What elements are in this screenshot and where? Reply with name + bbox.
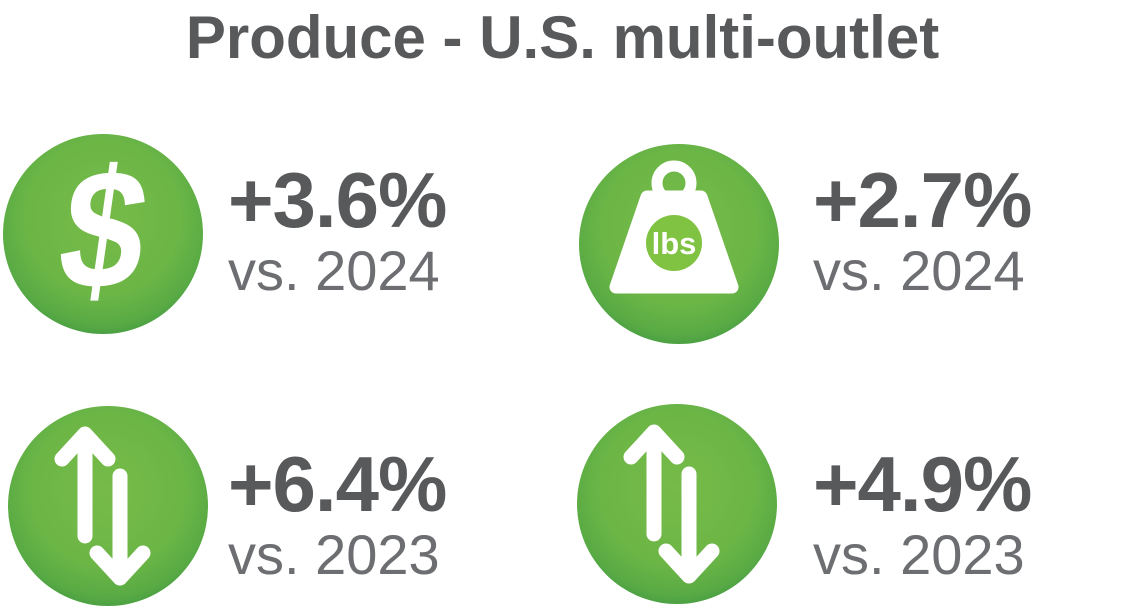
lbs-badge-label: lbs bbox=[652, 226, 697, 261]
stat-comparison: vs. 2024 bbox=[813, 239, 1025, 302]
page-title: Produce - U.S. multi-outlet bbox=[185, 4, 940, 71]
stat-comparison: vs. 2024 bbox=[228, 239, 440, 302]
stat-value: +3.6% bbox=[228, 156, 447, 244]
stat-value: +2.7% bbox=[813, 156, 1032, 244]
stat-value: +6.4% bbox=[228, 440, 447, 528]
stat-dollar-2023: +6.4% vs. 2023 bbox=[228, 440, 447, 586]
stat-dollar-2024: +3.6% vs. 2024 bbox=[228, 156, 447, 302]
stat-comparison: vs. 2023 bbox=[228, 523, 440, 586]
weight-lbs-icon: lbs bbox=[579, 144, 779, 344]
up-down-arrows-icon bbox=[577, 404, 777, 604]
up-down-arrows-glyph bbox=[54, 426, 151, 586]
up-down-arrows-icon bbox=[8, 406, 208, 606]
stat-volume-2023: +4.9% vs. 2023 bbox=[813, 440, 1032, 586]
weight-lbs-glyph: lbs bbox=[609, 160, 739, 294]
stat-volume-2024: +2.7% vs. 2024 bbox=[813, 156, 1032, 302]
up-down-arrows-glyph bbox=[623, 424, 720, 584]
stat-value: +4.9% bbox=[813, 440, 1032, 528]
dollar-glyph: $ bbox=[48, 135, 159, 325]
stat-comparison: vs. 2023 bbox=[813, 523, 1025, 586]
dollar-sign-icon: $ bbox=[3, 134, 203, 334]
